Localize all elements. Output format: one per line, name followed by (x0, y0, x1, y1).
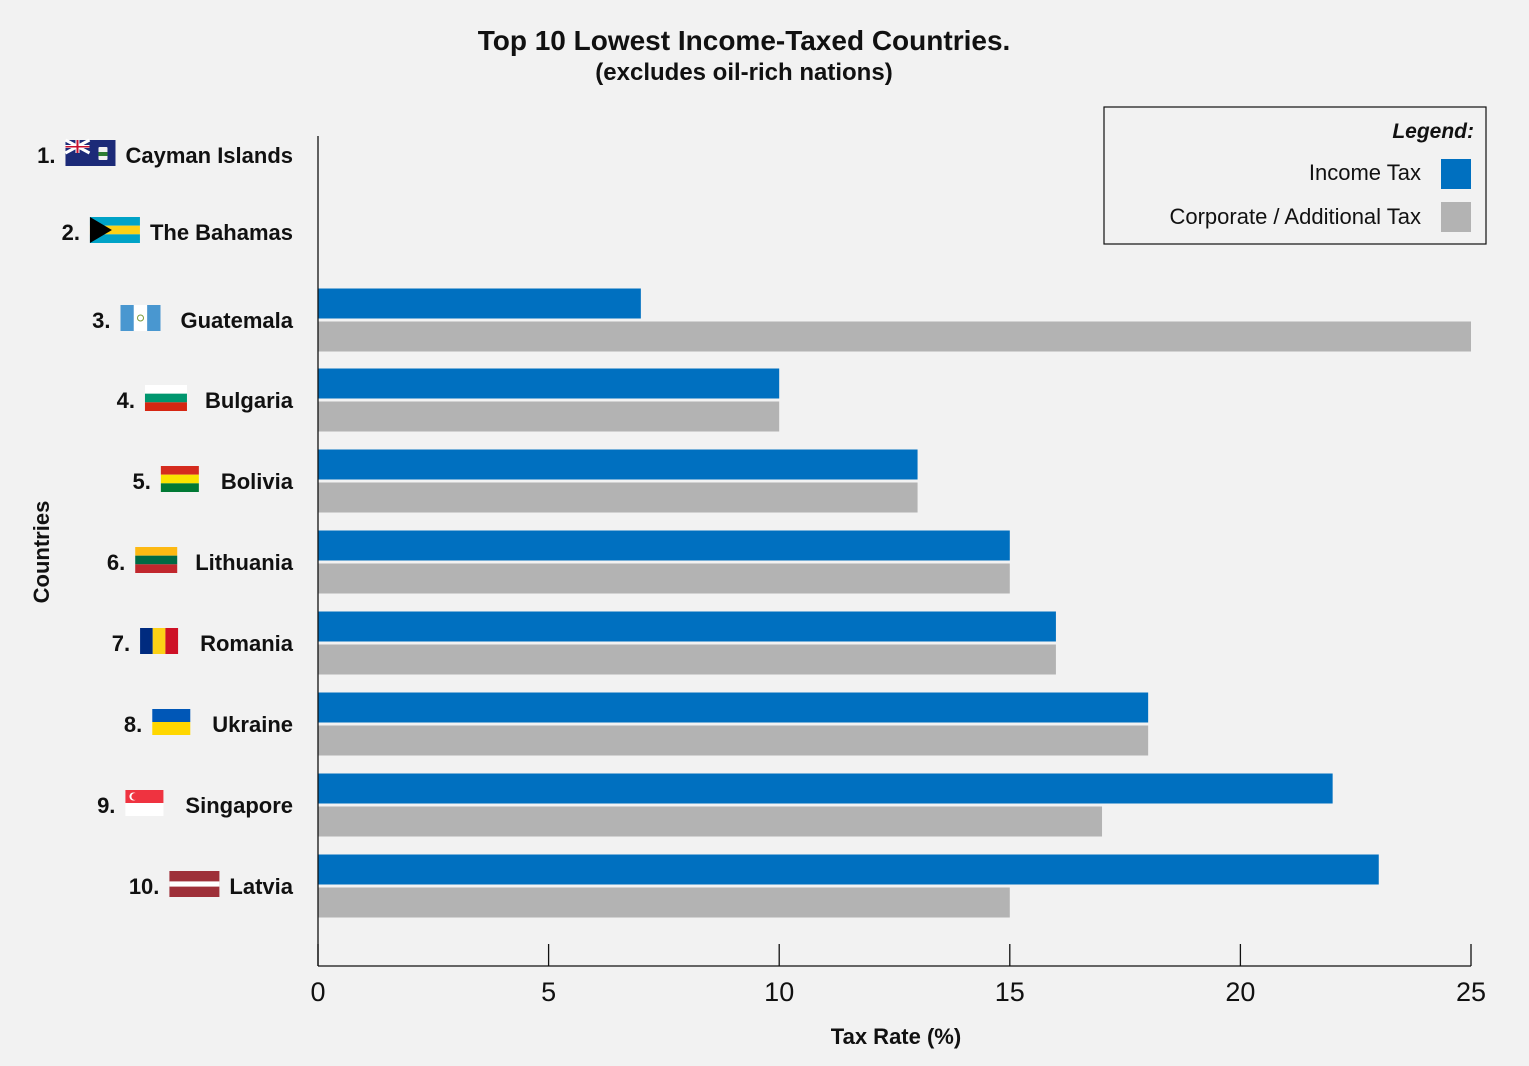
category-rank: 3. (92, 308, 110, 333)
category-rank: 7. (112, 631, 130, 656)
category-rank: 9. (97, 793, 115, 818)
category-rank: 5. (133, 469, 151, 494)
chart-title: Top 10 Lowest Income-Taxed Countries. (478, 25, 1011, 56)
legend-swatch-income-tax (1441, 159, 1471, 189)
bar-corporate-additional-tax-latvia (318, 887, 1010, 918)
legend-box (1103, 106, 1487, 245)
x-tick-label: 5 (541, 977, 556, 1007)
category-label-cayman-islands: Cayman Islands (125, 143, 293, 168)
category-rank: 2. (62, 220, 80, 245)
bar-income-tax-bolivia (318, 449, 918, 480)
guatemala-flag-icon (120, 305, 161, 331)
category-label-bulgaria: Bulgaria (205, 388, 294, 413)
x-tick-label: 20 (1225, 977, 1255, 1007)
bar-income-tax-lithuania (318, 530, 1010, 561)
category-rank: 10. (129, 874, 160, 899)
bar-corporate-additional-tax-singapore (318, 806, 1103, 837)
category-rank: 6. (107, 550, 125, 575)
legend-label-corporate-tax: Corporate / Additional Tax (1169, 204, 1421, 229)
bar-income-tax-latvia (318, 854, 1379, 885)
bar-corporate-additional-tax-ukraine (318, 725, 1149, 756)
category-label-lithuania: Lithuania (195, 550, 294, 575)
x-tick-label: 10 (764, 977, 794, 1007)
category-label-romania: Romania (200, 631, 294, 656)
x-tick-label: 15 (995, 977, 1025, 1007)
bar-corporate-additional-tax-bulgaria (318, 401, 780, 432)
category-label-bolivia: Bolivia (221, 469, 294, 494)
category-labels-group: Cayman Islands 1. The Bahamas 2. Guatemala 3.… (37, 138, 294, 899)
axes-group: 0 5 10 15 20 25 (310, 136, 1486, 1007)
romania-flag-icon (140, 628, 179, 654)
bar-income-tax-ukraine (318, 692, 1149, 723)
singapore-flag-icon (125, 790, 164, 816)
ukraine-flag-icon (152, 709, 191, 735)
bar-corporate-additional-tax-bolivia (318, 482, 918, 513)
bar-income-tax-bulgaria (318, 368, 780, 399)
legend-title: Legend: (1392, 120, 1474, 143)
lithuania-flag-icon (135, 547, 178, 573)
x-tick-label: 0 (310, 977, 325, 1007)
category-label-guatemala: Guatemala (181, 308, 294, 333)
bar-income-tax-guatemala (318, 288, 641, 319)
x-axis-label: Tax Rate (%) (831, 1024, 961, 1049)
cayman-islands-flag-icon (64, 138, 116, 166)
category-rank: 1. (37, 143, 55, 168)
legend-swatch-corporate-tax (1441, 202, 1471, 232)
bulgaria-flag-icon (144, 385, 187, 411)
latvia-flag-icon (169, 871, 220, 897)
category-label-ukraine: Ukraine (212, 712, 293, 737)
category-rank: 8. (124, 712, 142, 737)
legend: Legend: Income Tax Corporate / Additiona… (1103, 106, 1487, 245)
bar-corporate-additional-tax-romania (318, 644, 1056, 675)
y-axis-label: Countries (29, 501, 54, 604)
bahamas-flag-icon (89, 217, 140, 243)
bar-corporate-additional-tax-guatemala (318, 321, 1471, 352)
bar-income-tax-singapore (318, 773, 1333, 804)
category-label-singapore: Singapore (185, 793, 293, 818)
category-rank: 4. (117, 388, 135, 413)
bars-group (318, 288, 1471, 918)
bar-corporate-additional-tax-lithuania (318, 563, 1010, 594)
bolivia-flag-icon (160, 466, 199, 492)
category-label-latvia: Latvia (229, 874, 293, 899)
category-label-the-bahamas: The Bahamas (150, 220, 293, 245)
chart-subtitle: (excludes oil-rich nations) (595, 59, 892, 86)
x-tick-label: 25 (1456, 977, 1486, 1007)
bar-income-tax-romania (318, 611, 1056, 642)
legend-label-income-tax: Income Tax (1309, 160, 1421, 185)
